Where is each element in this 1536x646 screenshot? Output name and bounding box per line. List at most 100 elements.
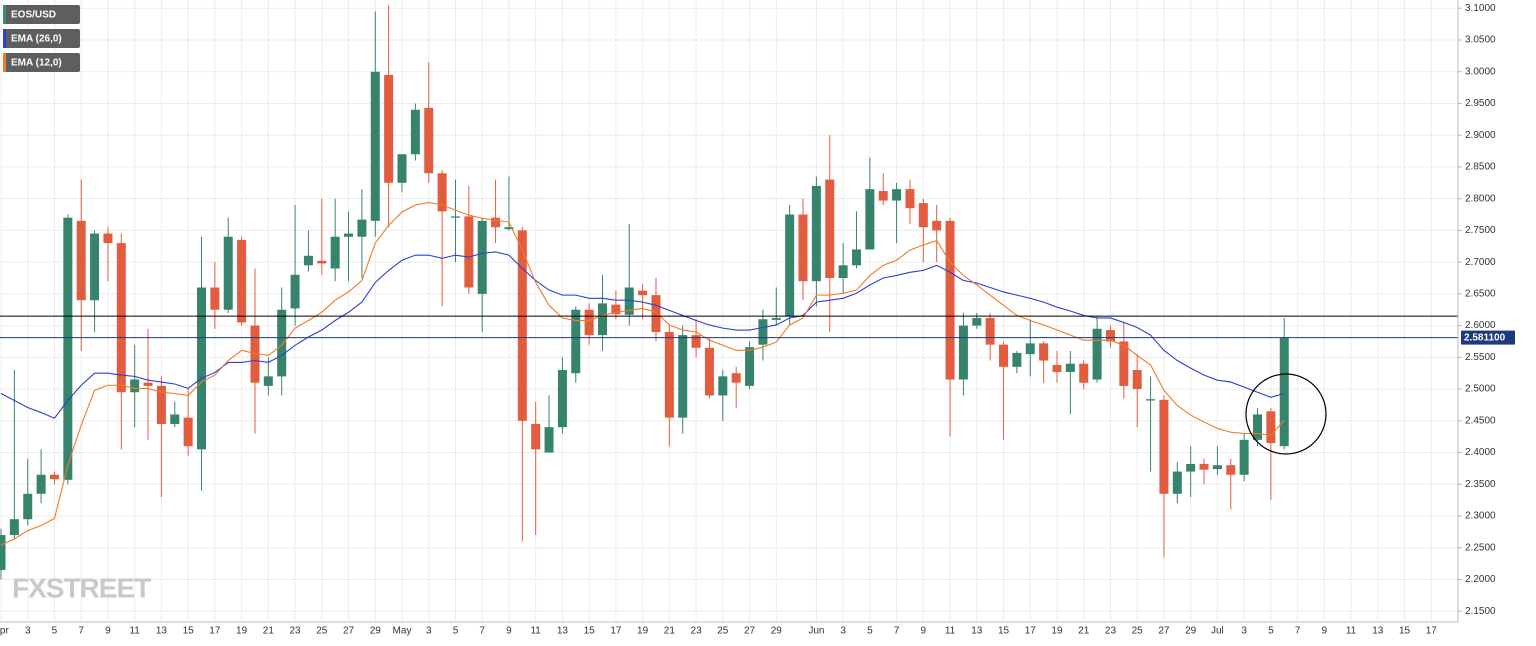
x-tick-label: 17: [1025, 626, 1037, 637]
watermark: FXSTREET: [12, 572, 151, 603]
legend: EOS/USD EMA (26,0) EMA (12,0): [3, 5, 80, 72]
y-tick-label: 2.5000: [1465, 384, 1496, 395]
candle-body: [571, 309, 581, 374]
candle-body: [303, 255, 313, 266]
candle-body: [49, 474, 59, 480]
candle-body: [892, 189, 902, 201]
candle-body: [718, 376, 728, 396]
y-tick-label: 2.6000: [1465, 320, 1496, 331]
price-tag: [1461, 330, 1515, 345]
candle-body: [36, 474, 46, 494]
candle-body: [263, 376, 273, 386]
candle-body: [785, 214, 795, 317]
x-tick-label: 15: [1399, 626, 1411, 637]
legend-box: [3, 29, 80, 48]
x-tick-label: 9: [506, 626, 512, 637]
x-tick-label: Jul: [1211, 626, 1224, 637]
x-tick-label: 17: [610, 626, 622, 637]
x-tick-label: 13: [557, 626, 569, 637]
x-tick-label: 27: [744, 626, 756, 637]
x-tick-label: 27: [1158, 626, 1170, 637]
candle-body: [557, 370, 567, 428]
x-tick-label: 25: [717, 626, 729, 637]
x-tick-label: 21: [263, 626, 275, 637]
x-tick-label: 3: [25, 626, 31, 637]
candle-body: [825, 179, 835, 278]
candle-body: [1079, 363, 1089, 383]
x-tick-label: 13: [156, 626, 168, 637]
candle-body: [1105, 330, 1115, 342]
x-tick-label: 7: [78, 626, 84, 637]
x-tick-label: 23: [691, 626, 703, 637]
y-tick-label: 2.4500: [1465, 415, 1496, 426]
x-tick-label: 29: [370, 626, 382, 637]
candle-body: [450, 216, 460, 218]
y-tick-label: 2.6500: [1465, 289, 1496, 300]
candle-body: [183, 417, 193, 447]
x-tick-label: 15: [998, 626, 1010, 637]
x-tick-label: 19: [1051, 626, 1063, 637]
candle-body: [250, 325, 260, 383]
candle-body: [985, 317, 995, 345]
candle-body: [1052, 364, 1062, 372]
y-tick-label: 2.7500: [1465, 225, 1496, 236]
x-tick-label: 9: [1322, 626, 1328, 637]
candle-body: [384, 74, 394, 183]
candle-body: [664, 331, 674, 418]
candle-body: [1199, 463, 1209, 470]
y-tick-label: 3.0000: [1465, 66, 1496, 77]
candle-body: [771, 317, 781, 320]
plot: [0, 5, 1458, 580]
candle-body: [638, 290, 648, 296]
candle-body: [999, 344, 1009, 367]
candle-body: [290, 274, 300, 309]
x-tick-label: 29: [771, 626, 783, 637]
x-tick-label: 9: [921, 626, 927, 637]
y-tick-label: 2.8000: [1465, 193, 1496, 204]
candle-body: [932, 220, 942, 231]
x-tick-label: 19: [236, 626, 248, 637]
legend-swatch: [3, 53, 6, 72]
x-tick-label: Jun: [808, 626, 824, 637]
x-tick-label: 7: [894, 626, 900, 637]
x-tick-label: 21: [1078, 626, 1090, 637]
x-tick-label: 25: [1132, 626, 1144, 637]
x-tick-label: 9: [105, 626, 111, 637]
ema-line: [0, 251, 1285, 419]
candle-body: [156, 385, 166, 424]
candle-body: [731, 373, 741, 383]
candle-body: [210, 287, 220, 310]
x-tick-label: 3: [1241, 626, 1247, 637]
candle-body: [517, 230, 527, 421]
candle-body: [1012, 352, 1022, 367]
candle-body: [0, 535, 6, 570]
candle-body: [1039, 343, 1049, 361]
x-tick-label: 27: [343, 626, 355, 637]
candle-body: [1159, 399, 1169, 494]
candle-body: [651, 295, 661, 332]
candle-body: [704, 347, 714, 396]
candle-body: [972, 317, 982, 326]
candle-body: [1279, 337, 1289, 447]
candle-body: [838, 265, 848, 278]
candle-body: [317, 260, 327, 264]
x-tick-label: 15: [584, 626, 596, 637]
x-tick-label: 5: [867, 626, 873, 637]
candle-body: [624, 287, 634, 315]
y-tick-label: 2.4000: [1465, 447, 1496, 458]
candle-body: [223, 236, 233, 310]
candle-body: [678, 335, 688, 418]
candle-body: [598, 303, 608, 336]
x-tick-label: 5: [1268, 626, 1274, 637]
candle-body: [477, 220, 487, 294]
candle-body: [197, 287, 207, 450]
candle-body: [584, 309, 594, 336]
candle-body: [798, 214, 808, 282]
candle-body: [90, 233, 100, 301]
candle-body: [504, 227, 514, 230]
x-tick-label: 11: [1346, 626, 1357, 637]
y-tick-label: 2.2000: [1465, 574, 1496, 585]
candle-body: [758, 319, 768, 345]
